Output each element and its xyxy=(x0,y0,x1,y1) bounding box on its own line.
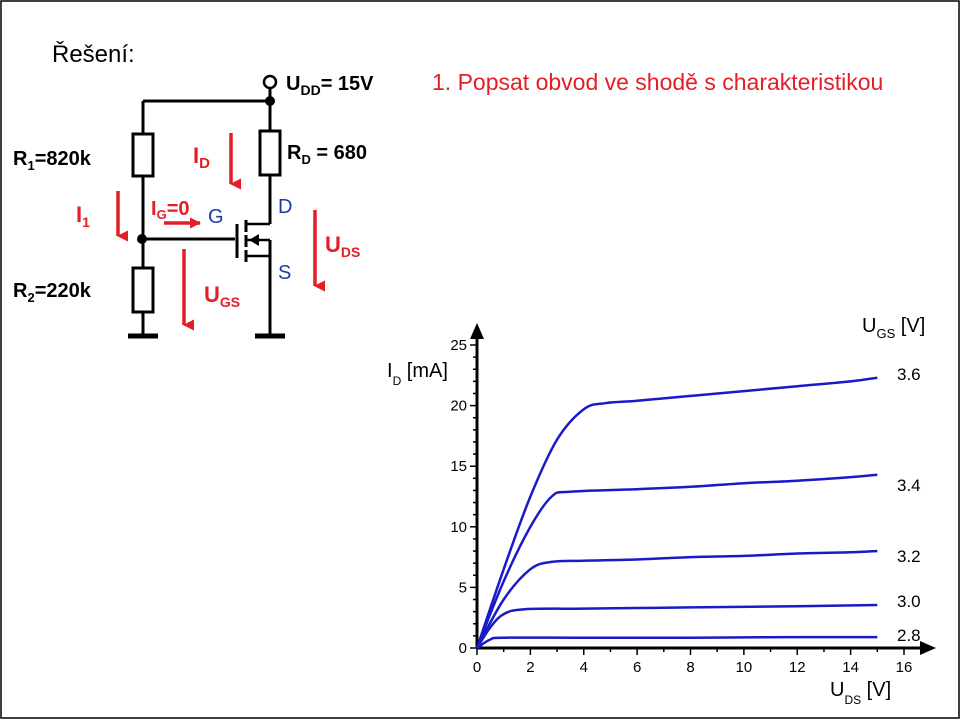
y-tick-label: 25 xyxy=(450,337,467,354)
x-tick-label: 16 xyxy=(896,659,913,676)
mosfet-arrow xyxy=(249,234,259,246)
r1-label: R1=820k xyxy=(13,148,92,173)
chart-ticks: 0 2 4 6 8 10 12 14 16 0 5 10 15 20 25 xyxy=(450,337,912,676)
y-tick-label: 15 xyxy=(450,458,467,475)
curve-ugs-3.6 xyxy=(475,376,878,649)
ig-label: IG=0 xyxy=(151,198,190,222)
gate-label: G xyxy=(208,206,224,228)
chart-series-labels: 3.6 3.4 3.2 3.0 2.8 xyxy=(897,365,921,645)
x-tick-label: 6 xyxy=(633,659,641,676)
curve-ugs-3.4 xyxy=(475,473,878,649)
id-label: ID xyxy=(193,143,210,172)
arrows xyxy=(116,133,326,331)
ugs-label: UGS xyxy=(204,282,240,310)
curve-ugs-3.0 xyxy=(475,603,878,649)
series-label-2.8: 2.8 xyxy=(897,626,921,645)
source-label: S xyxy=(278,262,291,284)
curve-ugs-3.2 xyxy=(475,549,878,649)
resistor-rd xyxy=(258,129,282,177)
chart-curves xyxy=(475,376,878,650)
uds-label: UDS xyxy=(325,232,360,260)
series-label-3.6: 3.6 xyxy=(897,365,921,384)
task-text: 1. Popsat obvod ve shodě s charakteristi… xyxy=(432,69,883,95)
resistor-r1 xyxy=(131,132,155,178)
x-tick-label: 4 xyxy=(580,659,588,676)
y-tick-label: 20 xyxy=(450,398,467,415)
heading: Řešení: xyxy=(52,41,135,68)
supply-label: UDD= 15V xyxy=(286,73,374,98)
y-tick-label: 5 xyxy=(459,579,467,596)
series-label-3.4: 3.4 xyxy=(897,476,921,495)
drain-label: D xyxy=(278,196,292,218)
x-axis-arrowhead xyxy=(920,641,936,655)
series-label-3.2: 3.2 xyxy=(897,547,921,566)
series-label-3.0: 3.0 xyxy=(897,592,921,611)
x-tick-label: 2 xyxy=(526,659,534,676)
rd-label: RD = 680 xyxy=(287,142,367,167)
x-tick-label: 8 xyxy=(686,659,694,676)
i1-label: I1 xyxy=(76,202,90,230)
y-tick-label: 0 xyxy=(459,640,467,657)
x-tick-label: 0 xyxy=(473,659,481,676)
x-tick-label: 14 xyxy=(842,659,859,676)
legend-title: UGS [V] xyxy=(862,315,925,341)
y-tick-label: 10 xyxy=(450,519,467,536)
y-axis-label: ID [mA] xyxy=(387,360,448,388)
x-axis-label: UDS [V] xyxy=(830,679,891,707)
x-tick-label: 12 xyxy=(789,659,806,676)
supply-terminal xyxy=(262,74,278,90)
circuit-schematic xyxy=(128,74,285,339)
r2-label: R2=220k xyxy=(13,280,92,305)
y-axis-arrowhead xyxy=(470,323,484,339)
x-tick-label: 10 xyxy=(736,659,753,676)
curve-ugs-2.8 xyxy=(476,635,878,650)
resistor-r2 xyxy=(131,266,155,314)
